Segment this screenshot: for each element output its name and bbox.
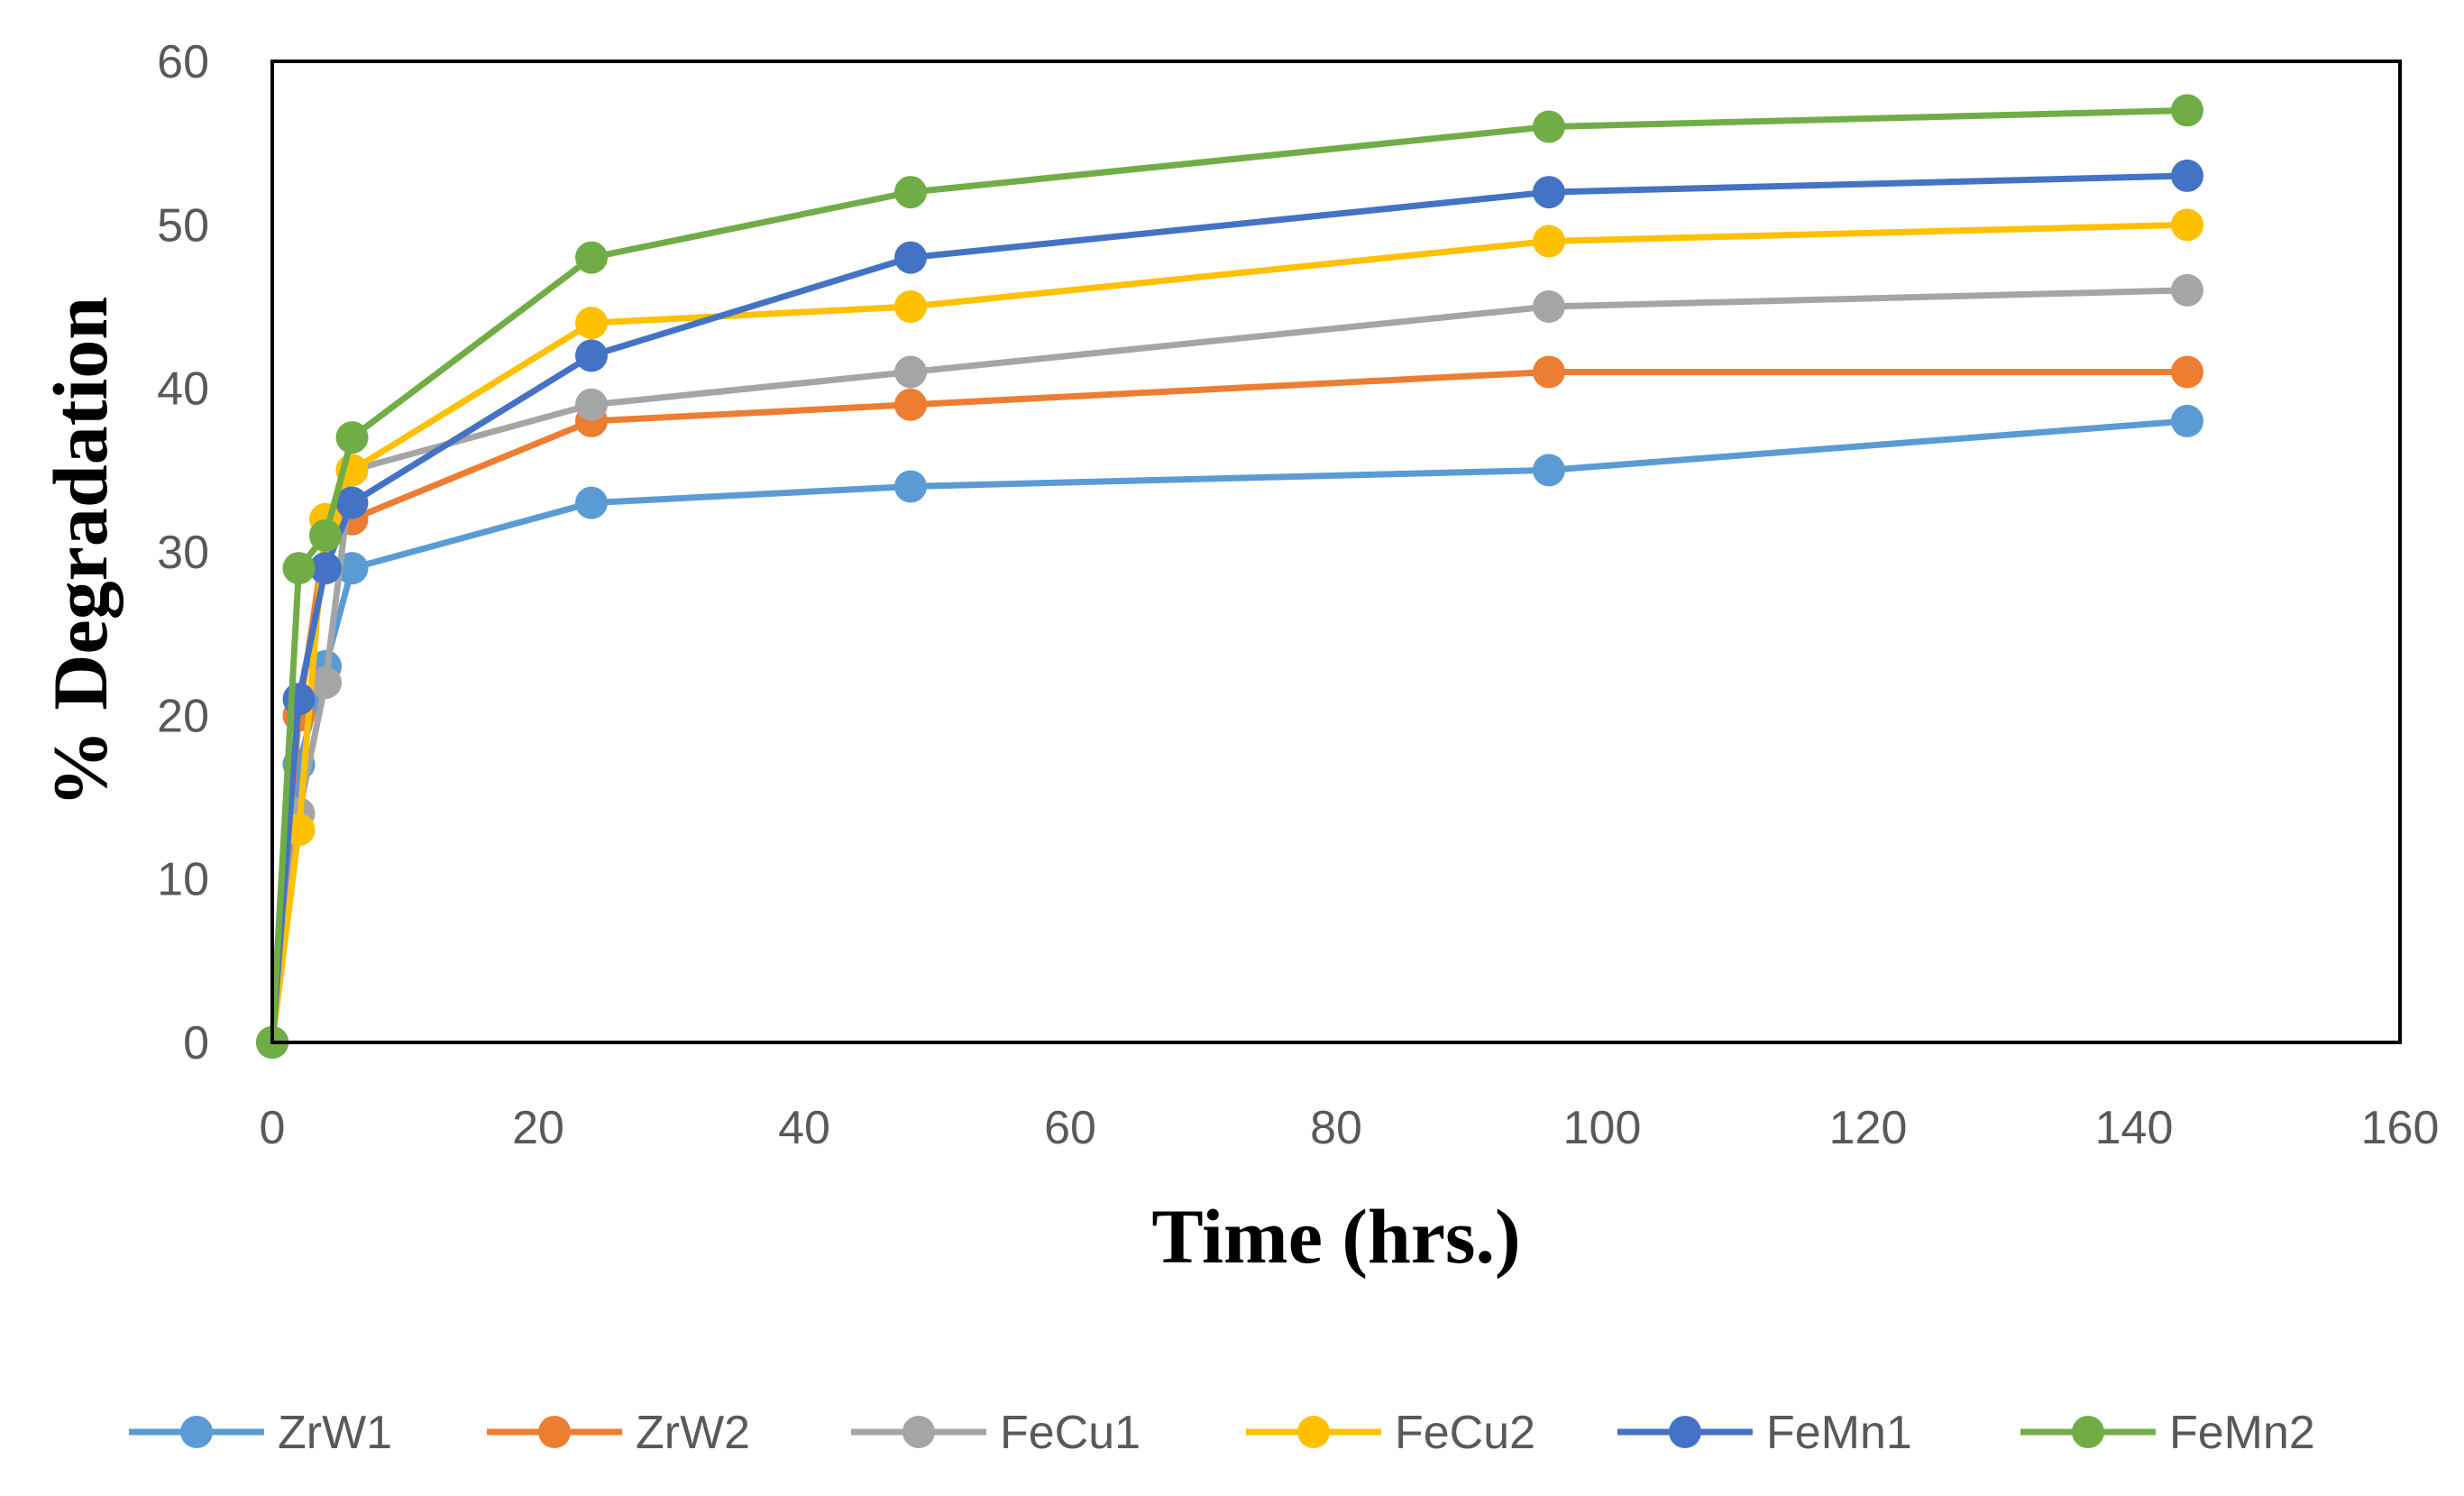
series-line	[269, 221, 2191, 1046]
legend-label: FeCu1	[1000, 1407, 1140, 1459]
data-point	[575, 241, 608, 274]
data-point	[575, 486, 608, 519]
legend-label: ZrW1	[278, 1407, 392, 1459]
legend-item-fecu1: FeCu1	[851, 1407, 1140, 1459]
legend-label: FeCu2	[1395, 1407, 1535, 1459]
x-tick-label: 140	[2095, 1102, 2174, 1154]
y-tick-label: 20	[157, 690, 209, 742]
x-axis-ticks: 0 20 40 60 80 100 120 140 160	[260, 1102, 2440, 1154]
data-point	[575, 388, 608, 421]
legend-marker	[1297, 1416, 1330, 1448]
data-point	[2171, 273, 2203, 307]
x-tick-label: 0	[260, 1102, 286, 1154]
data-point	[1533, 290, 1565, 323]
series-femn2	[256, 94, 2203, 1059]
legend-label: FeMn1	[1766, 1407, 1912, 1459]
legend-item-fecu2: FeCu2	[1246, 1407, 1535, 1459]
legend-marker	[1669, 1416, 1701, 1448]
data-point	[335, 486, 369, 519]
y-axis-title: % Degradation	[37, 297, 124, 807]
data-point	[335, 421, 369, 454]
y-tick-label: 30	[157, 527, 209, 579]
legend-item-zrw1: ZrW1	[129, 1407, 392, 1459]
data-point	[282, 552, 316, 585]
legend-item-femn1: FeMn1	[1617, 1407, 1912, 1459]
x-tick-label: 60	[1044, 1102, 1096, 1154]
data-point	[309, 552, 342, 585]
legend-item-zrw2: ZrW2	[487, 1407, 750, 1459]
data-point	[2171, 208, 2203, 242]
data-point	[575, 339, 608, 372]
data-point	[575, 307, 608, 340]
data-point	[894, 176, 927, 209]
legend-marker	[902, 1416, 935, 1448]
series-layer	[256, 94, 2203, 1059]
data-point	[894, 470, 927, 503]
legend-marker	[538, 1416, 571, 1448]
legend: ZrW1 ZrW2 FeCu1 FeCu2 FeMn1 FeMn2	[129, 1407, 2315, 1459]
data-point	[2171, 159, 2203, 192]
x-tick-label: 80	[1310, 1102, 1362, 1154]
x-tick-label: 40	[778, 1102, 830, 1154]
legend-marker	[180, 1416, 213, 1448]
data-point	[309, 666, 342, 700]
x-tick-label: 20	[512, 1102, 564, 1154]
data-point	[894, 241, 927, 274]
legend-item-femn2: FeMn2	[2020, 1407, 2315, 1459]
data-point	[2171, 404, 2203, 437]
data-point	[894, 355, 927, 389]
data-point	[282, 683, 316, 716]
data-point	[1533, 355, 1565, 389]
data-point	[1533, 454, 1565, 487]
legend-marker	[2072, 1416, 2104, 1448]
data-point	[894, 388, 927, 421]
series-line	[269, 172, 2191, 1046]
y-tick-label: 50	[157, 199, 209, 252]
x-tick-label: 100	[1563, 1102, 1642, 1154]
y-tick-label: 40	[157, 363, 209, 416]
legend-label: FeMn2	[2169, 1407, 2315, 1459]
x-tick-label: 120	[1829, 1102, 1908, 1154]
y-tick-label: 10	[157, 854, 209, 906]
plot-area-frame	[270, 60, 2402, 1044]
data-point	[894, 290, 927, 323]
y-tick-label: 0	[183, 1017, 209, 1069]
x-axis-title: Time (hrs.)	[1151, 1193, 1520, 1280]
data-point	[309, 519, 342, 552]
data-point	[1533, 176, 1565, 209]
y-tick-label: 60	[157, 36, 209, 88]
legend-label: ZrW2	[636, 1407, 750, 1459]
data-point	[1533, 110, 1565, 143]
y-axis-ticks: 0 10 20 30 40 50 60	[157, 36, 209, 1069]
data-point	[2171, 94, 2203, 127]
data-point	[1533, 225, 1565, 258]
data-point	[2171, 355, 2203, 389]
x-tick-label: 160	[2361, 1102, 2440, 1154]
